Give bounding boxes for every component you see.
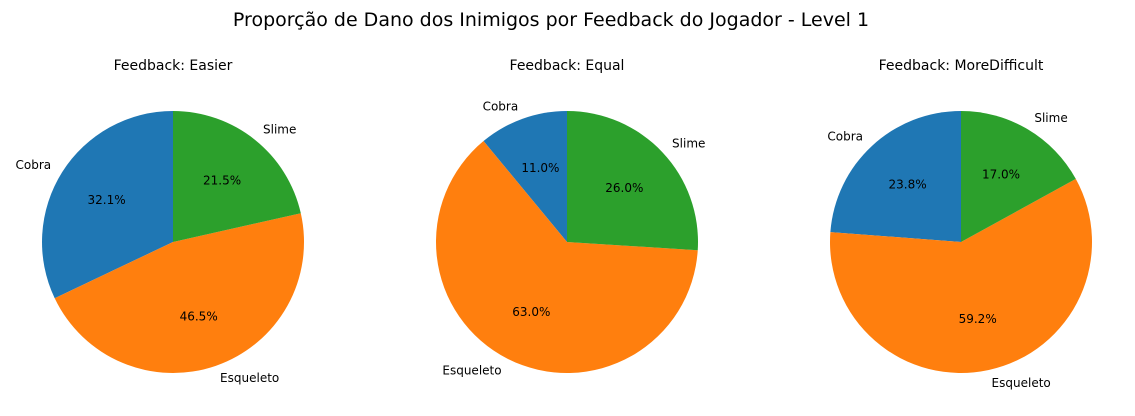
figure-title: Proporção de Dano dos Inimigos por Feedb… [233, 9, 869, 31]
pie-slice-easier-esqueleto [54, 213, 305, 373]
pie-slice-equal-slime [567, 111, 698, 251]
pie-chart-moredifficult: Feedback: MoreDifficult Cobra 23.8% Esquel… [827, 58, 1092, 390]
pct-label-equal-slime: 26.0% [605, 181, 643, 195]
slice-label-equal-slime: Slime [672, 136, 705, 150]
pct-label-moredifficult-esqueleto: 59.2% [959, 312, 997, 326]
pie-title-moredifficult: Feedback: MoreDifficult [879, 58, 1044, 74]
pie-chart-equal: Feedback: Equal Cobra 11.0% Esqueleto 63.0%… [435, 58, 705, 377]
pie-slice-moredifficult-slime [961, 111, 1076, 242]
pie-slice-equal-esqueleto [435, 141, 698, 374]
pct-label-moredifficult-slime: 17.0% [982, 167, 1020, 181]
slice-label-easier-cobra: Cobra [16, 158, 52, 172]
slice-label-moredifficult-esqueleto: Esqueleto [992, 376, 1051, 390]
pie-slice-easier-cobra [42, 111, 174, 299]
pct-label-easier-cobra: 32.1% [87, 193, 125, 207]
slice-label-equal-cobra: Cobra [483, 99, 519, 113]
slice-label-easier-esqueleto: Esqueleto [220, 371, 279, 385]
pie-title-equal: Feedback: Equal [510, 58, 625, 74]
pct-label-moredifficult-cobra: 23.8% [888, 177, 926, 191]
pie-chart-easier: Feedback: Easier Cobra 32.1% Esqueleto 46.5… [16, 58, 305, 385]
slice-label-easier-slime: Slime [263, 122, 296, 136]
pct-label-easier-slime: 21.5% [203, 174, 241, 188]
pct-label-equal-cobra: 11.0% [521, 161, 559, 175]
pct-label-equal-esqueleto: 63.0% [512, 305, 550, 319]
slice-label-moredifficult-cobra: Cobra [827, 129, 863, 143]
pie-slice-moredifficult-esqueleto [829, 178, 1092, 373]
pie-title-easier: Feedback: Easier [114, 58, 233, 74]
slice-label-equal-esqueleto: Esqueleto [442, 363, 501, 377]
slice-label-moredifficult-slime: Slime [1034, 111, 1067, 125]
pie-slice-moredifficult-cobra [830, 110, 961, 242]
pie-slice-equal-cobra [483, 111, 567, 242]
pie-slice-easier-slime [173, 110, 301, 242]
pct-label-easier-esqueleto: 46.5% [180, 309, 218, 323]
